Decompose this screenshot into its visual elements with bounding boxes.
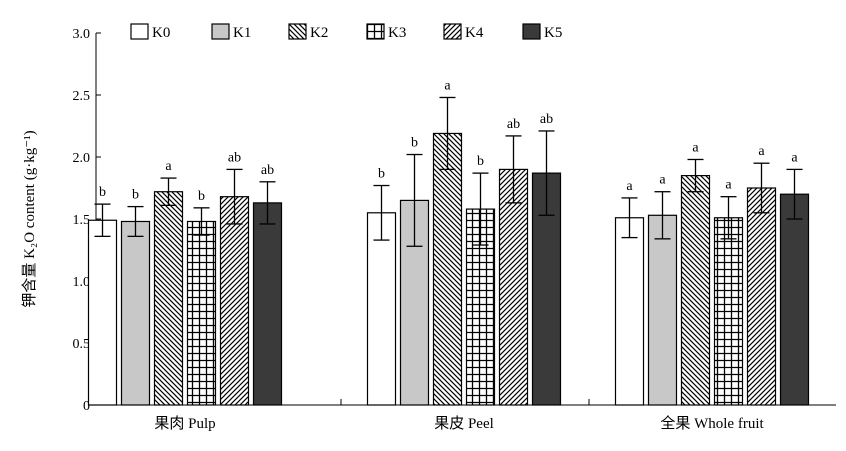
legend-swatch <box>522 23 541 40</box>
bar <box>746 187 777 406</box>
significance-label: b <box>99 185 106 200</box>
bar <box>713 217 744 406</box>
x-tick-label: 全果 Whole fruit <box>660 414 764 432</box>
legend: K0 K1 K2 K3 K4 K5 <box>130 23 562 41</box>
significance-label: ab <box>540 112 553 127</box>
significance-label: ab <box>261 163 274 178</box>
bar <box>120 220 151 406</box>
significance-label: a <box>444 78 451 93</box>
significance-label: a <box>165 159 172 174</box>
legend-swatch <box>288 23 307 40</box>
bar <box>680 175 711 406</box>
y-tick-label: 1.5 <box>73 213 91 228</box>
legend-label: K3 <box>388 25 406 41</box>
bar <box>366 212 397 406</box>
significance-label: a <box>791 150 798 165</box>
bar <box>252 202 283 406</box>
significance-label: b <box>411 136 418 151</box>
significance-label: a <box>692 140 699 155</box>
y-tick-label: 0 <box>83 399 90 414</box>
y-tick-label: 1.0 <box>73 275 91 290</box>
significance-label: a <box>758 144 765 159</box>
y-tick-label: 0.5 <box>73 337 91 352</box>
x-tick-label: 果皮 Peel <box>434 415 494 432</box>
bar <box>87 219 118 406</box>
legend-swatch <box>130 23 149 40</box>
legend-label: K2 <box>310 25 328 41</box>
significance-label: b <box>198 189 205 204</box>
y-tick-label: 3.0 <box>73 27 91 42</box>
y-tick-label: 2.0 <box>73 151 91 166</box>
legend-swatch <box>211 23 230 40</box>
legend-label: K4 <box>465 25 484 41</box>
axes: 0 0.5 1.0 1.5 2.0 2.5 3.0 果肉 Pulp 果皮 Peel 全果 Whol… <box>73 27 836 432</box>
significance-label: b <box>477 154 484 169</box>
bar <box>186 220 217 406</box>
legend-label: K1 <box>233 25 251 41</box>
legend-swatch <box>366 23 385 40</box>
significance-label: a <box>659 173 666 188</box>
significance-label: a <box>725 178 732 193</box>
bar <box>153 191 184 406</box>
y-axis-title: 钾含量 K₂O content (g·kg⁻¹) <box>21 130 38 307</box>
legend-swatch <box>443 23 462 40</box>
significance-label: ab <box>507 117 520 132</box>
significance-label: b <box>378 167 385 182</box>
bar <box>647 214 678 406</box>
bar <box>614 217 645 406</box>
y-tick-label: 2.5 <box>73 89 91 104</box>
significance-label: ab <box>228 150 241 165</box>
x-tick-label: 果肉 Pulp <box>154 415 215 432</box>
bar <box>779 193 810 406</box>
bar <box>432 132 463 406</box>
significance-label: b <box>132 188 139 203</box>
significance-label: a <box>626 179 633 194</box>
legend-label: K5 <box>544 25 562 41</box>
bar <box>498 168 529 406</box>
bar <box>219 196 250 406</box>
legend-label: K0 <box>152 25 170 41</box>
